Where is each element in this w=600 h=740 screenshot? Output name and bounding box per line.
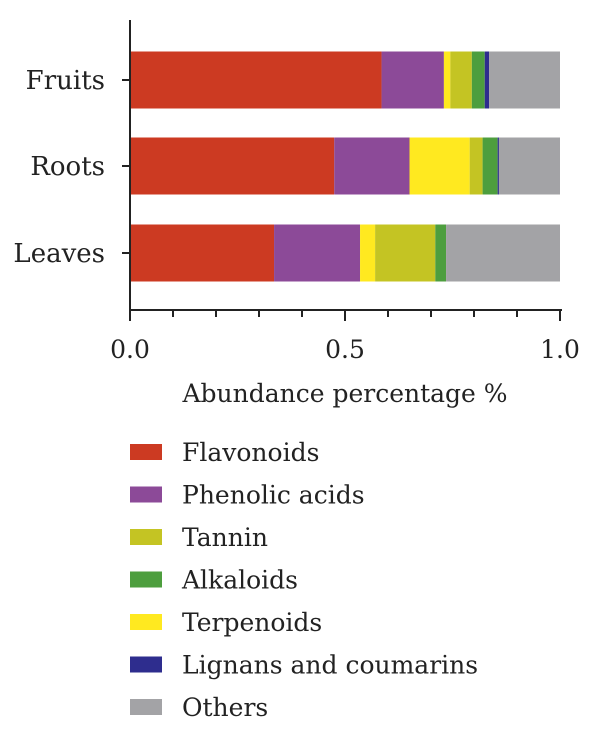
bar-segment-leaves-flavonoids (130, 224, 275, 282)
legend-item-lignans-and-coumarins: Lignans and coumarins (130, 651, 478, 680)
x-tick-label-2: 1.0 (540, 335, 580, 364)
y-ticks-layer: Fruits Roots Leaves (13, 66, 130, 269)
legend-label-alkaloids: Alkaloids (181, 566, 298, 595)
bar-segment-roots-lignans-and-coumarins (497, 137, 499, 195)
bar-segment-roots-others (498, 137, 560, 195)
legend-label-phenolic-acids: Phenolic acids (182, 481, 365, 510)
legend-label-others: Others (182, 693, 268, 722)
legend-label-flavonoids: Flavonoids (182, 438, 319, 467)
legend-swatch-others (130, 699, 162, 715)
category-label-roots: Roots (30, 152, 105, 182)
category-label-leaves: Leaves (13, 239, 105, 269)
bars-layer (130, 51, 560, 282)
legend-item-terpenoids: Terpenoids (130, 608, 322, 637)
legend-item-flavonoids: Flavonoids (130, 438, 319, 467)
legend-label-tannin: Tannin (182, 523, 268, 552)
bar-segment-leaves-alkaloids (435, 224, 447, 282)
legend-swatch-flavonoids (130, 444, 162, 460)
bar-segment-leaves-phenolic-acids (274, 224, 361, 282)
bar-segment-leaves-tannin (375, 224, 436, 282)
legend-item-alkaloids: Alkaloids (130, 566, 298, 595)
legend-swatch-phenolic-acids (130, 486, 162, 503)
bar-segment-fruits-others (489, 51, 560, 109)
bar-segment-roots-tannin (469, 137, 483, 195)
legend-item-phenolic-acids: Phenolic acids (130, 481, 365, 510)
legend-item-tannin: Tannin (130, 523, 268, 552)
bar-segment-leaves-terpenoids (360, 224, 376, 282)
category-label-fruits: Fruits (26, 66, 105, 96)
bar-segment-roots-terpenoids (409, 137, 470, 195)
legend: Flavonoids Phenolic acids Tannin Alkaloids T… (130, 438, 478, 722)
legend-item-others: Others (130, 693, 268, 722)
bar-segment-roots-phenolic-acids (334, 137, 410, 195)
bar-segment-fruits-alkaloids (471, 51, 485, 109)
bar-segment-leaves-others (446, 224, 560, 282)
legend-swatch-alkaloids (130, 571, 162, 588)
x-tick-label-1: 0.5 (325, 335, 365, 364)
legend-label-terpenoids: Terpenoids (182, 608, 322, 637)
x-tick-label-0: 0.0 (110, 335, 150, 364)
bar-segment-roots-flavonoids (130, 137, 335, 195)
bar-segment-fruits-phenolic-acids (381, 51, 444, 109)
bar-segment-fruits-lignans-and-coumarins (484, 51, 490, 109)
bar-segment-fruits-flavonoids (130, 51, 382, 109)
x-axis-title: Abundance percentage % (181, 379, 507, 408)
bar-segment-fruits-tannin (450, 51, 472, 109)
legend-swatch-terpenoids (130, 614, 162, 630)
x-ticks-layer: 0.0 0.5 1.0 (110, 310, 580, 364)
legend-swatch-lignans-and-coumarins (130, 656, 162, 673)
legend-label-lignans-and-coumarins: Lignans and coumarins (182, 651, 478, 680)
bar-segment-roots-alkaloids (482, 137, 498, 195)
bar-segment-fruits-terpenoids (443, 51, 451, 109)
legend-swatch-tannin (130, 529, 162, 545)
